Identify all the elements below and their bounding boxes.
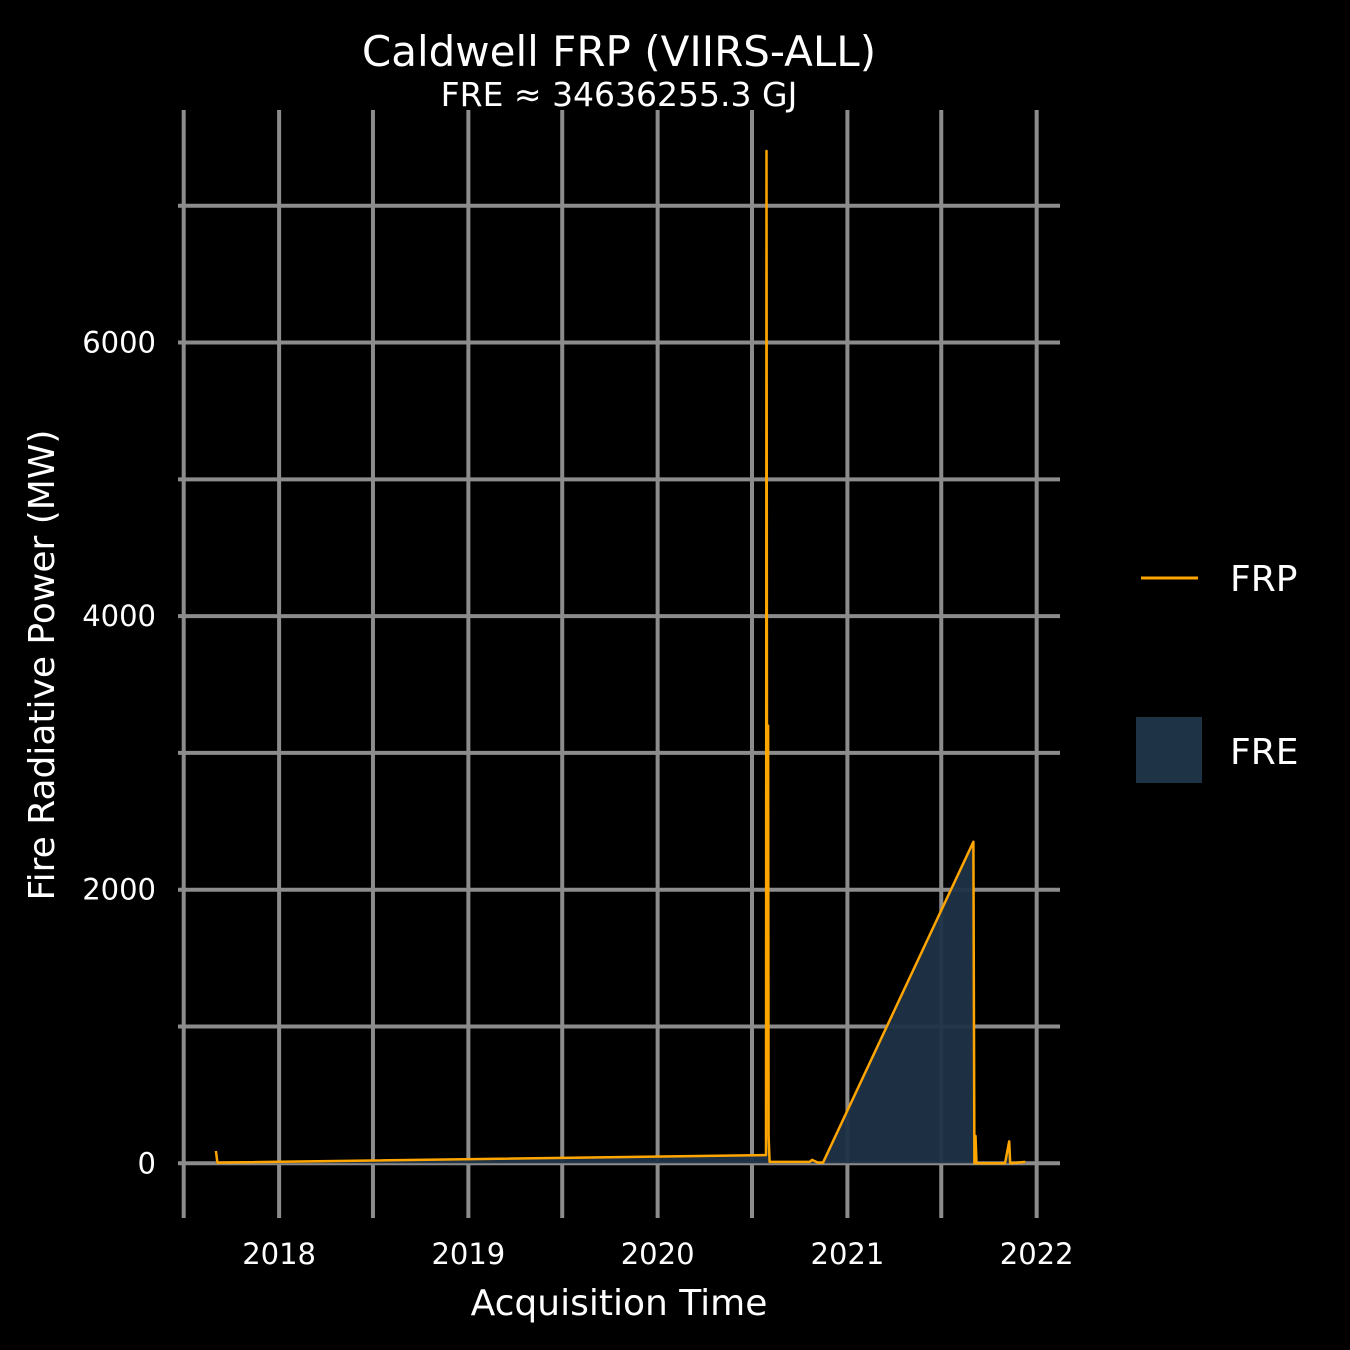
frp-line xyxy=(214,149,1026,1165)
x-tick-label: 2019 xyxy=(431,1237,505,1271)
x-tick-label: 2022 xyxy=(1000,1237,1074,1271)
legend-frp-label: FRP xyxy=(1230,559,1297,600)
legend: FRP FRE xyxy=(1136,559,1298,783)
x-axis-label: Acquisition Time xyxy=(471,1283,768,1324)
x-tick-label: 2020 xyxy=(621,1237,695,1271)
chart-title: Caldwell FRP (VIIRS-ALL) xyxy=(362,27,876,76)
legend-fre-key xyxy=(1136,717,1202,783)
x-tick-labels: 2018 2019 2020 2021 2022 xyxy=(242,1237,1073,1271)
fre-area xyxy=(215,151,1026,1164)
y-tick-label: 4000 xyxy=(82,599,156,633)
legend-fre-label: FRE xyxy=(1230,732,1298,773)
y-axis-label: Fire Radiative Power (MW) xyxy=(22,430,63,901)
grid-lines xyxy=(178,110,1060,1218)
frp-line-layer xyxy=(214,149,1026,1165)
y-tick-label: 2000 xyxy=(82,873,156,907)
fre-area-layer xyxy=(215,151,1026,1164)
y-tick-labels: 0 2000 4000 6000 xyxy=(82,326,156,1181)
x-tick-label: 2018 xyxy=(242,1237,316,1271)
y-tick-label: 0 xyxy=(138,1146,156,1180)
y-tick-label: 6000 xyxy=(82,326,156,360)
chart-subtitle: FRE ≈ 34636255.3 GJ xyxy=(441,75,798,114)
x-tick-label: 2021 xyxy=(811,1237,885,1271)
